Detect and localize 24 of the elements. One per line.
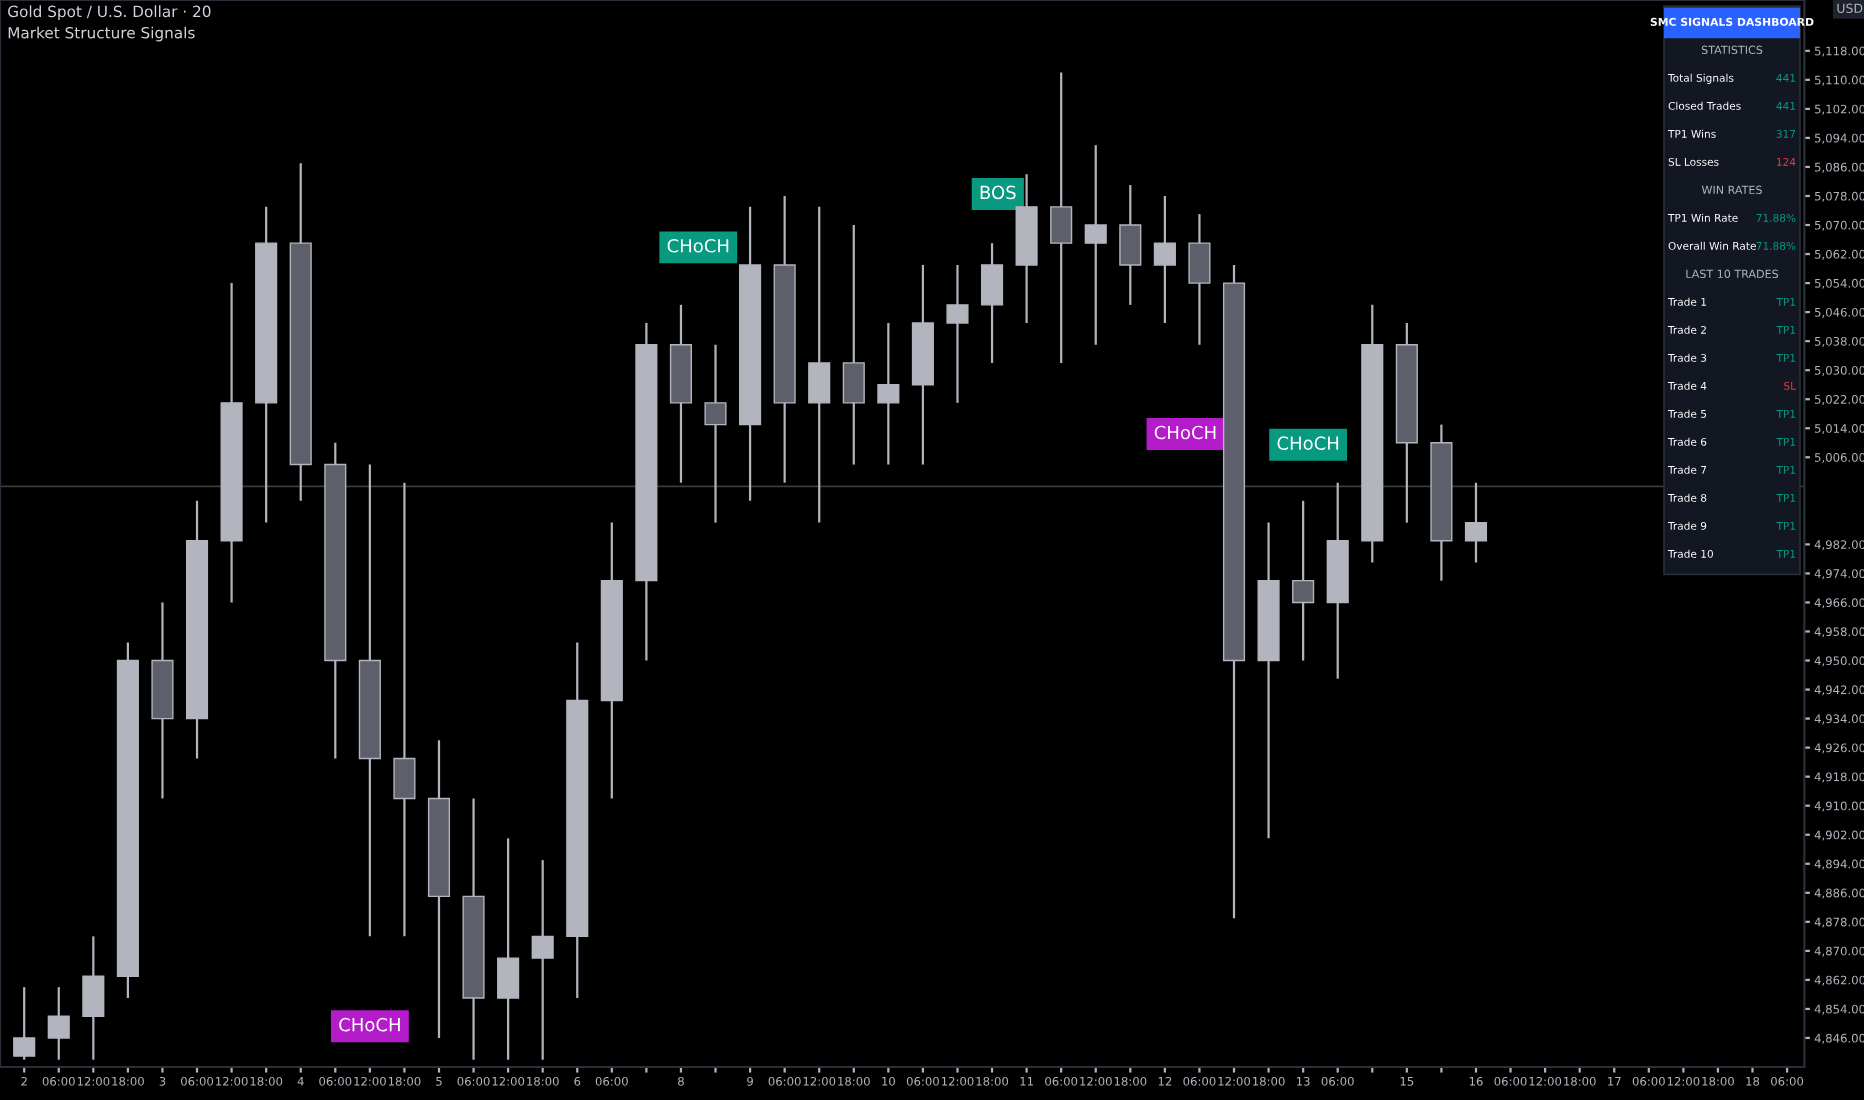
candlestick [946,263,969,404]
candlestick [1050,71,1073,365]
candlestick [531,859,554,1061]
candlestick [393,481,416,938]
candlestick [1153,194,1176,325]
candlestick [704,343,727,524]
candlestick [1292,499,1315,662]
annotation: BOS [980,185,1016,200]
candlestick [47,986,70,1061]
annotation: CHoCH [667,238,729,253]
candlestick [1119,183,1142,306]
candlestick [497,837,520,1061]
candlestick [82,935,105,1061]
annotation: CHoCH [339,1017,400,1032]
candlestick [1464,481,1488,564]
annotation: CHoCH [1154,425,1216,440]
candlestick [842,223,865,466]
candlestick [13,986,36,1061]
candlestick [1188,213,1211,346]
candlestick [980,242,1004,365]
candlestick [808,205,831,524]
candlestick [877,321,900,466]
annotation: CHoCH [1277,436,1339,450]
candlestick [1084,144,1107,346]
